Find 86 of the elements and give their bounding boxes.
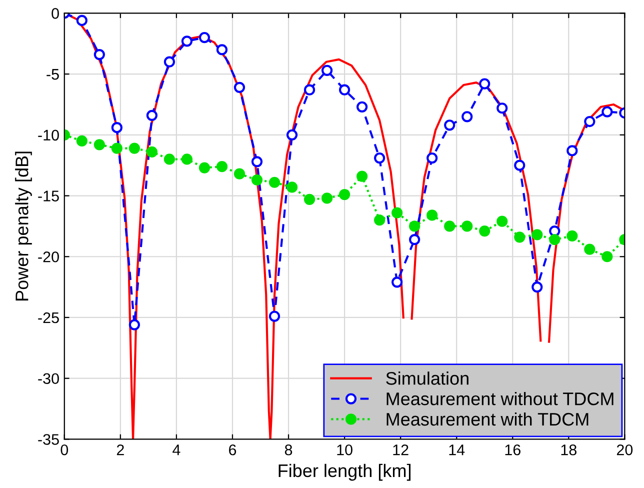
point bbox=[251, 156, 263, 168]
x-tick-label: 12 bbox=[393, 444, 408, 456]
x-tick-label: 14 bbox=[449, 444, 465, 456]
point bbox=[444, 120, 456, 131]
x-tick-label: 8 bbox=[284, 444, 292, 456]
point bbox=[532, 229, 543, 240]
point bbox=[602, 106, 613, 118]
point bbox=[602, 251, 613, 262]
y-tick-label: -15 bbox=[38, 190, 59, 202]
point bbox=[356, 170, 368, 182]
y-tick-label: -35 bbox=[38, 434, 59, 445]
point bbox=[251, 174, 263, 186]
point bbox=[356, 101, 368, 112]
point bbox=[409, 234, 420, 246]
point bbox=[76, 135, 88, 147]
x-tick-label: 0 bbox=[60, 444, 68, 456]
point bbox=[146, 146, 158, 158]
point bbox=[321, 192, 333, 204]
legend-label: Measurement with TDCM bbox=[386, 412, 588, 426]
point bbox=[94, 49, 105, 60]
point bbox=[549, 226, 560, 237]
point bbox=[198, 162, 210, 174]
point bbox=[321, 64, 333, 76]
point bbox=[338, 84, 350, 96]
point bbox=[496, 216, 508, 227]
point bbox=[164, 56, 176, 68]
legend-label: Measurement without TDCM bbox=[386, 392, 614, 406]
legend-label: Simulation bbox=[386, 372, 468, 385]
y-tick-label: -30 bbox=[38, 373, 59, 384]
point bbox=[426, 152, 438, 164]
x-tick-label: 4 bbox=[172, 444, 180, 456]
point bbox=[374, 152, 386, 164]
x-axis-title: Fiber length [km] bbox=[278, 464, 410, 481]
point bbox=[268, 310, 280, 322]
point bbox=[444, 220, 456, 232]
point bbox=[514, 160, 526, 171]
point bbox=[392, 207, 403, 218]
point bbox=[338, 188, 350, 200]
point bbox=[76, 14, 88, 26]
point bbox=[566, 230, 578, 242]
point bbox=[286, 129, 298, 140]
x-tick-label: 20 bbox=[616, 444, 633, 456]
point bbox=[584, 244, 596, 255]
x-tick-label: 16 bbox=[505, 444, 520, 456]
point bbox=[234, 168, 246, 180]
point bbox=[111, 142, 122, 154]
point bbox=[462, 111, 473, 122]
x-tick-label: 6 bbox=[229, 444, 236, 456]
point bbox=[128, 142, 140, 154]
x-tick-label: 10 bbox=[337, 444, 352, 456]
point bbox=[426, 210, 438, 221]
point bbox=[234, 82, 246, 93]
y-tick-label: -25 bbox=[38, 312, 59, 324]
point bbox=[286, 182, 298, 193]
y-tick-label: -20 bbox=[38, 251, 59, 262]
point bbox=[198, 32, 210, 44]
y-tick-label: 0 bbox=[52, 8, 59, 19]
point bbox=[462, 220, 473, 232]
point bbox=[216, 160, 228, 172]
point bbox=[514, 232, 526, 243]
point bbox=[479, 78, 490, 90]
y-tick-label: -5 bbox=[46, 69, 59, 80]
point bbox=[392, 276, 403, 288]
point bbox=[111, 122, 122, 134]
point bbox=[409, 220, 420, 232]
x-tick-label: 18 bbox=[561, 444, 576, 456]
point bbox=[479, 226, 490, 237]
point bbox=[549, 234, 560, 246]
point bbox=[128, 319, 140, 330]
point bbox=[496, 102, 508, 114]
point bbox=[304, 84, 316, 96]
point bbox=[164, 154, 176, 165]
point bbox=[268, 176, 280, 188]
point bbox=[94, 139, 105, 150]
point bbox=[584, 116, 596, 128]
point bbox=[146, 110, 158, 121]
x-tick-label: 2 bbox=[116, 444, 124, 456]
point bbox=[181, 154, 193, 165]
point bbox=[181, 36, 193, 47]
point bbox=[216, 44, 228, 56]
point bbox=[532, 281, 543, 293]
point bbox=[374, 214, 386, 226]
y-axis-title: Power penalty [dB] bbox=[15, 152, 32, 300]
point bbox=[304, 194, 316, 205]
y-tick-label: -10 bbox=[38, 130, 59, 141]
point bbox=[566, 145, 578, 156]
